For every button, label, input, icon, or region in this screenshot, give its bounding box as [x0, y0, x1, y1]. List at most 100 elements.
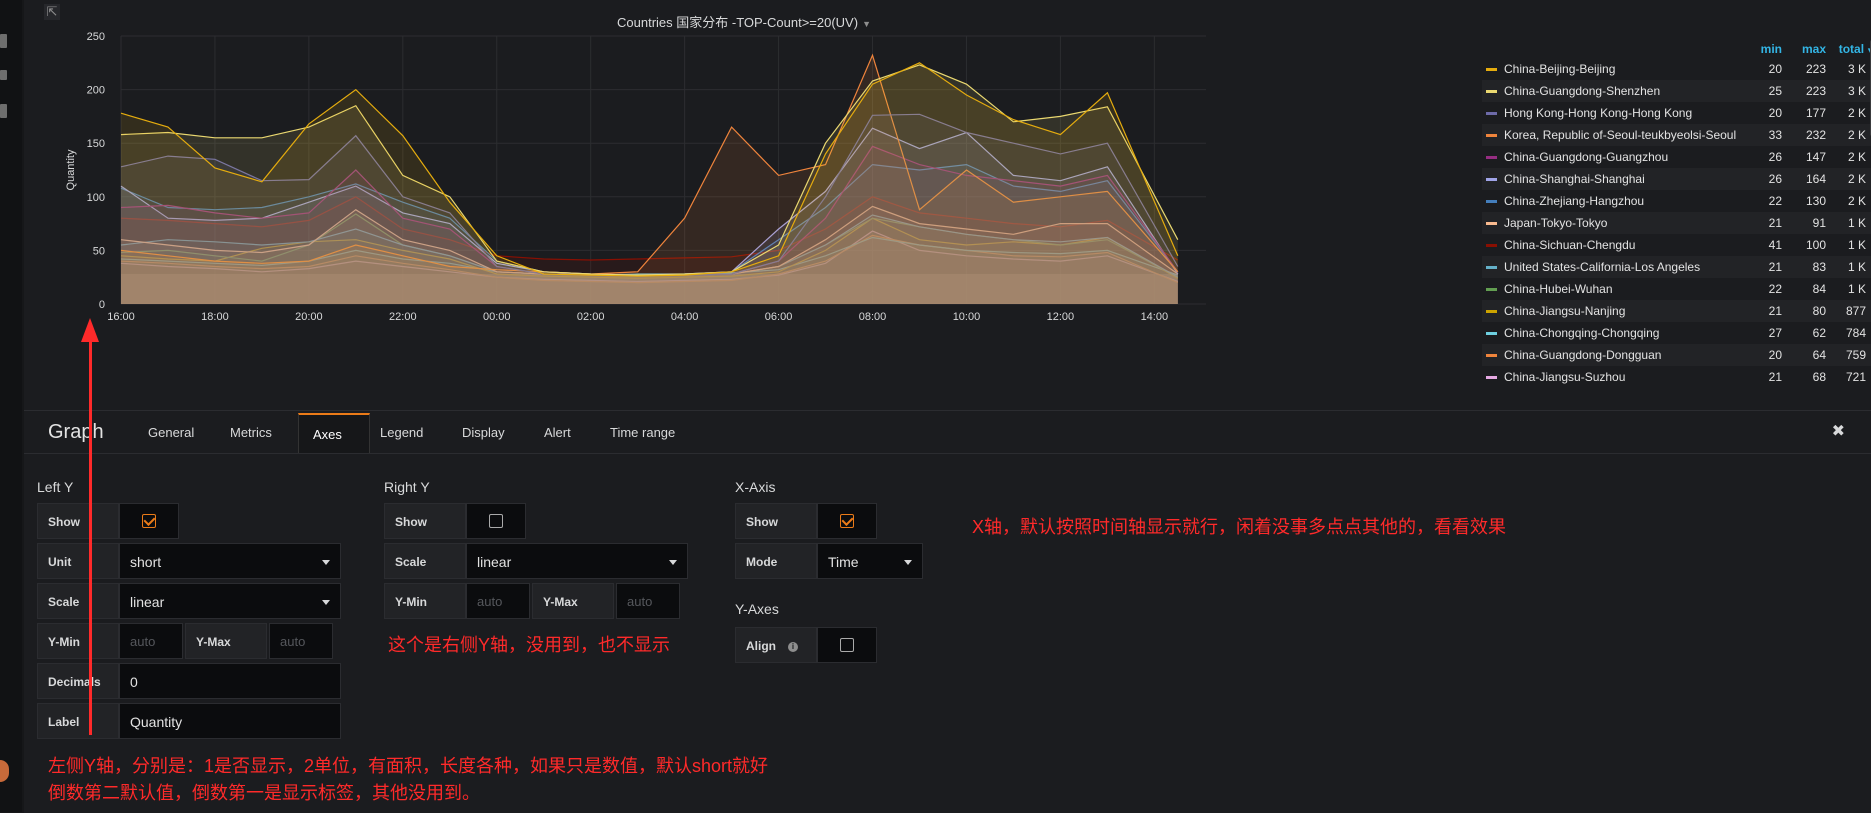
- legend-item[interactable]: China-Guangdong-Shenzhen 25 223 3 K: [1482, 80, 1871, 102]
- left-y-label-input[interactable]: Quantity: [119, 703, 341, 739]
- info-icon[interactable]: i: [788, 641, 798, 652]
- right-y-ymax-input[interactable]: auto: [616, 583, 680, 619]
- legend-min-header[interactable]: min: [1760, 42, 1782, 56]
- x-tick-label: 02:00: [577, 311, 605, 323]
- panel-title[interactable]: Countries 国家分布 -TOP-Count>=20(UV): [617, 15, 859, 30]
- legend-series-name[interactable]: China-Jiangsu-Suzhou: [1504, 370, 1626, 384]
- checkbox-checked-icon: [840, 514, 854, 528]
- legend-series-name[interactable]: China-Hubei-Wuhan: [1504, 282, 1613, 296]
- tab-display[interactable]: Display: [462, 425, 505, 440]
- legend-item[interactable]: China-Guangdong-Guangzhou 26 147 2 K: [1482, 146, 1871, 168]
- checkbox-unchecked-icon: [840, 638, 854, 652]
- left-y-scale-select[interactable]: linear: [119, 583, 341, 619]
- legend-item[interactable]: Korea, Republic of-Seoul-teukbyeolsi-Seo…: [1482, 124, 1871, 146]
- legend-min-value: 21: [1768, 304, 1782, 318]
- x-axis-mode-select[interactable]: Time: [817, 543, 923, 579]
- tab-axes[interactable]: Axes: [298, 413, 370, 453]
- legend-item[interactable]: China-Sichuan-Chengdu 41 100 1 K: [1482, 234, 1871, 256]
- y-tick-label: 200: [87, 85, 105, 97]
- legend-item[interactable]: Japan-Tokyo-Tokyo 21 91 1 K: [1482, 212, 1871, 234]
- gear-icon[interactable]: [0, 104, 7, 118]
- legend-series-name[interactable]: China-Zhejiang-Hangzhou: [1504, 194, 1645, 208]
- legend-item[interactable]: China-Zhejiang-Hangzhou 22 130 2 K: [1482, 190, 1871, 212]
- legend-item[interactable]: China-Hubei-Wuhan 22 84 1 K: [1482, 278, 1871, 300]
- legend-series-name[interactable]: China-Guangdong-Dongguan: [1504, 348, 1662, 362]
- legend-item[interactable]: Hong Kong-Hong Kong-Hong Kong 20 177 2 K: [1482, 102, 1871, 124]
- legend-series-name[interactable]: United States-California-Los Angeles: [1504, 260, 1701, 274]
- x-tick-label: 04:00: [671, 311, 699, 323]
- legend-series-name[interactable]: China-Shanghai-Shanghai: [1504, 172, 1645, 186]
- legend-min-value: 41: [1768, 238, 1782, 252]
- legend-item[interactable]: China-Shanghai-Shanghai 26 164 2 K: [1482, 168, 1871, 190]
- series-area: [121, 146, 1178, 304]
- right-y-scale-select[interactable]: linear: [466, 543, 688, 579]
- tab-alert[interactable]: Alert: [544, 425, 571, 440]
- legend-item[interactable]: China-Guangdong-Dongguan 20 64 759: [1482, 344, 1871, 366]
- legend-item[interactable]: United States-California-Los Angeles 21 83…: [1482, 256, 1871, 278]
- left-y-decimals-input[interactable]: 0: [119, 663, 341, 699]
- series-line: [120, 64, 1179, 276]
- legend-series-name[interactable]: Korea, Republic of-Seoul-teukbyeolsi-Seo…: [1504, 128, 1737, 142]
- alert-icon[interactable]: [0, 70, 7, 80]
- right-y-show-checkbox[interactable]: [466, 503, 526, 539]
- legend-item[interactable]: China-Beijing-Beijing 20 223 3 K: [1482, 58, 1871, 80]
- x-axis-show-checkbox[interactable]: [817, 503, 877, 539]
- left-y-ymin-input[interactable]: auto: [119, 623, 183, 659]
- sort-desc-icon: ▼: [1866, 46, 1871, 55]
- tab-time-range[interactable]: Time range: [610, 425, 676, 440]
- legend-series-name[interactable]: China-Jiangsu-Nanjing: [1504, 304, 1626, 318]
- dashboard-icon[interactable]: [0, 34, 7, 48]
- legend-total-value: 3 K: [1847, 62, 1866, 76]
- legend-swatch: [1486, 222, 1497, 225]
- legend-min-value: 27: [1768, 326, 1782, 340]
- right-y-show-label: Show: [384, 503, 466, 539]
- legend-series-name[interactable]: China-Sichuan-Chengdu: [1504, 238, 1636, 252]
- y-tick-label: 100: [87, 192, 105, 204]
- legend-min-value: 20: [1768, 106, 1782, 120]
- series-area: [121, 214, 1178, 304]
- legend-total-header[interactable]: total ▼: [1828, 42, 1871, 56]
- legend-swatch: [1486, 112, 1497, 115]
- legend-series-name[interactable]: Japan-Tokyo-Tokyo: [1504, 216, 1608, 230]
- legend-swatch: [1486, 310, 1497, 313]
- chevron-down-icon[interactable]: ▼: [862, 19, 871, 29]
- series-area: [121, 215, 1178, 304]
- avatar[interactable]: [0, 760, 9, 782]
- legend-item[interactable]: China-Jiangsu-Suzhou 21 68 721: [1482, 366, 1871, 388]
- x-axis-mode-label: Mode: [735, 543, 817, 579]
- legend-swatch: [1486, 354, 1497, 357]
- legend-max-value: 80: [1812, 304, 1826, 318]
- legend-min-value: 25: [1768, 84, 1782, 98]
- tab-legend[interactable]: Legend: [380, 425, 424, 440]
- left-y-unit-select[interactable]: short: [119, 543, 341, 579]
- legend-min-value: 21: [1768, 216, 1782, 230]
- left-y-show-checkbox[interactable]: [119, 503, 179, 539]
- legend-max-value: 223: [1805, 62, 1826, 76]
- legend-item[interactable]: China-Jiangsu-Nanjing 21 80 877: [1482, 300, 1871, 322]
- legend-series-name[interactable]: China-Chongqing-Chongqing: [1504, 326, 1660, 340]
- legend-max-header[interactable]: max: [1801, 42, 1826, 56]
- y-tick-label: 50: [93, 245, 105, 257]
- series-line: [120, 230, 1179, 283]
- legend-series-name[interactable]: China-Beijing-Beijing: [1504, 62, 1616, 76]
- legend-total-value: 1 K: [1847, 260, 1866, 274]
- tab-metrics[interactable]: Metrics: [230, 425, 272, 440]
- legend-series-name[interactable]: China-Guangdong-Guangzhou: [1504, 150, 1669, 164]
- right-y-ymin-input[interactable]: auto: [466, 583, 530, 619]
- legend-total-value: 2 K: [1847, 106, 1866, 120]
- legend-item[interactable]: China-Chongqing-Chongqing 27 62 784: [1482, 322, 1871, 344]
- legend-max-value: 232: [1805, 128, 1826, 142]
- panel-title-wrap[interactable]: Countries 国家分布 -TOP-Count>=20(UV) ▼: [24, 12, 1464, 31]
- right-y-annotation: 这个是右侧Y轴，没用到，也不显示: [388, 635, 671, 655]
- legend-total-value: 2 K: [1847, 150, 1866, 164]
- tab-general[interactable]: General: [148, 425, 195, 440]
- close-icon[interactable]: ✖: [1831, 423, 1845, 440]
- y-axes-align-checkbox[interactable]: [817, 627, 877, 663]
- left-y-ymax-input[interactable]: auto: [269, 623, 333, 659]
- legend-total-value: 877: [1845, 304, 1866, 318]
- legend-series-name[interactable]: China-Guangdong-Shenzhen: [1504, 84, 1661, 98]
- series-line: [120, 196, 1179, 261]
- legend-series-name[interactable]: Hong Kong-Hong Kong-Hong Kong: [1504, 106, 1693, 120]
- caret-down-icon: [322, 600, 330, 605]
- share-icon[interactable]: ⇱: [44, 4, 60, 20]
